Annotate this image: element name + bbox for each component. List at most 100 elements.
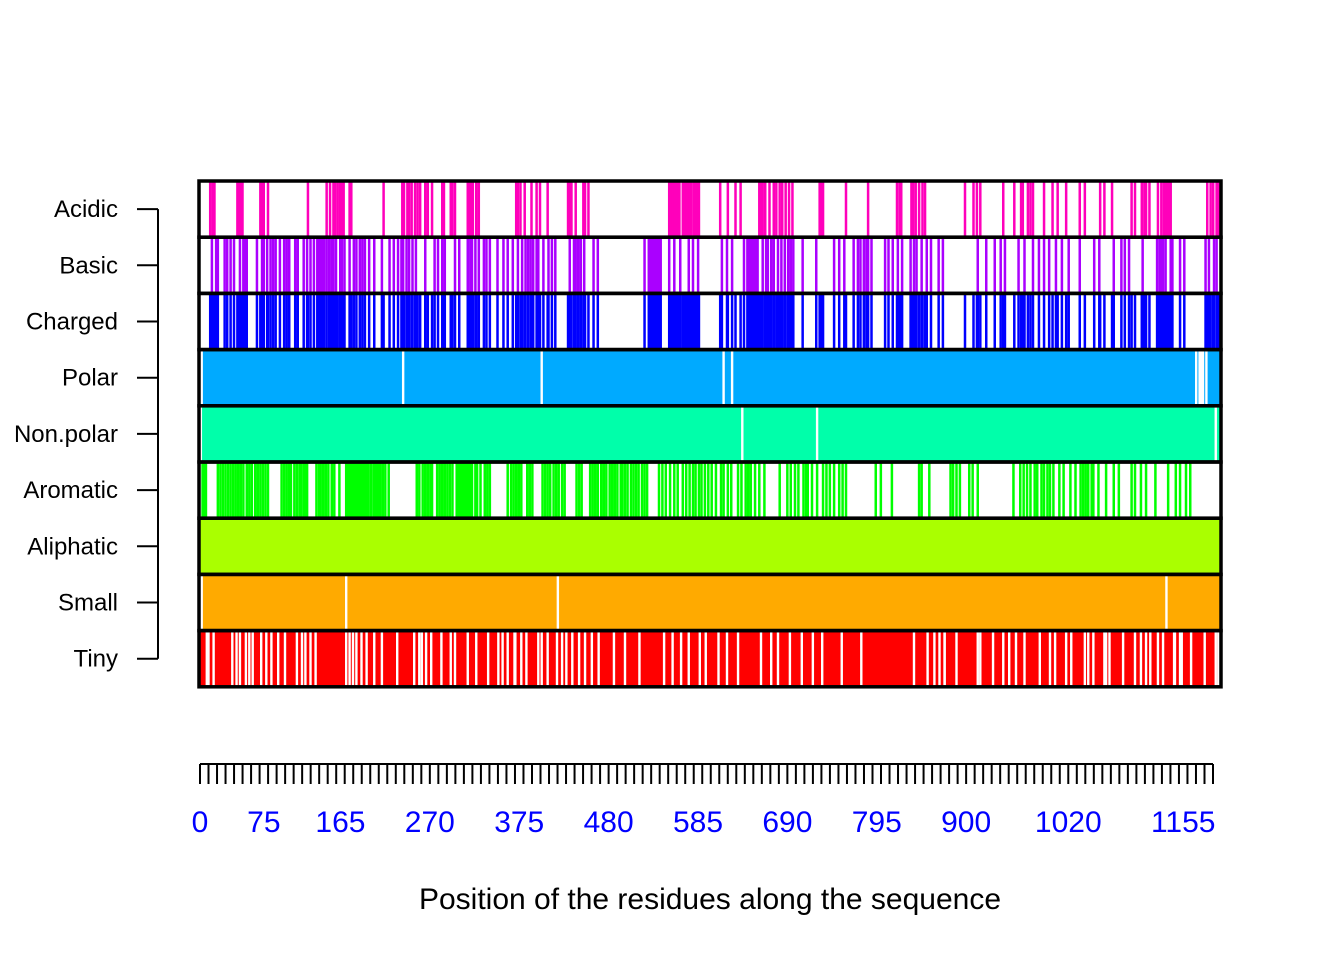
residue-mark [333,181,337,238]
residue-mark [316,293,319,350]
residue-mark [583,181,587,238]
residue-mark [719,462,723,519]
residue-mark [574,237,577,294]
residue-gap [1139,630,1143,687]
residue-gap [540,349,543,406]
residue-mark [993,518,996,575]
residue-mark [582,237,586,294]
residue-mark [753,462,757,519]
residue-mark [780,237,783,294]
residue-mark [758,462,761,519]
residue-mark [1058,462,1061,519]
residue-gap [231,630,234,687]
residue-mark [917,181,921,238]
residue-mark [426,462,430,519]
residue-mark [684,181,688,238]
residue-mark [1051,518,1054,575]
residue-mark [725,237,729,294]
residue-mark [583,518,587,575]
residue-mark [852,237,855,294]
residue-mark [742,237,746,294]
residue-mark [1160,237,1163,294]
residue-mark [570,181,573,238]
residue-mark [1168,518,1172,575]
residue-mark [594,462,597,519]
residue-mark [1110,181,1114,238]
residue-mark [1081,462,1085,519]
residue-mark [332,237,335,294]
residue-mark [971,462,974,519]
residue-mark [862,293,866,350]
residue-gap [248,630,251,687]
residue-mark [1123,237,1127,294]
residue-mark [1174,462,1178,519]
residue-mark [784,181,787,238]
residue-mark [758,518,762,575]
residue-mark [570,518,573,575]
residue-mark [1154,462,1157,519]
residue-mark [697,293,701,350]
residue-mark [673,237,676,294]
residue-mark [514,293,518,350]
residue-mark [252,518,255,575]
residue-mark [369,462,373,519]
residue-mark [1167,293,1171,350]
residue-mark [381,518,384,575]
residue-mark [315,518,318,575]
residue-mark [1166,181,1169,238]
residue-mark [1173,518,1177,575]
residue-mark [940,518,944,575]
residue-mark [792,518,796,575]
residue-mark [379,518,383,575]
residue-gap [345,574,348,631]
residue-mark [761,293,764,350]
residue-mark [1189,518,1192,575]
residue-mark [350,181,353,238]
residue-mark [1084,462,1087,519]
residue-mark [566,181,570,238]
residue-mark [418,293,422,350]
residue-mark [720,237,724,294]
residue-mark [874,518,877,575]
residue-mark [1206,293,1209,350]
residue-mark [696,237,700,294]
residue-mark [995,518,998,575]
residue-mark [810,462,814,519]
residue-mark [640,462,644,519]
residue-mark [306,293,310,350]
residue-gap [1023,630,1026,687]
residue-mark [388,293,391,350]
residue-mark [687,518,690,575]
residue-mark [716,518,719,575]
residue-mark [415,518,418,575]
residue-mark [311,518,315,575]
residue-mark [998,518,1002,575]
residue-mark [405,237,408,294]
residue-gap [1214,630,1217,687]
residue-mark [756,293,759,350]
residue-mark [927,518,930,575]
row-acidic [208,181,1220,238]
residue-mark [398,518,401,575]
residue-mark [1022,518,1025,575]
residue-mark [1160,181,1163,238]
residue-mark [468,518,471,575]
residue-mark [242,462,245,519]
residue-mark [747,518,750,575]
residue-mark [418,181,422,238]
x-tick-label: 1155 [1151,806,1216,839]
residue-mark [1053,518,1056,575]
residue-gap [671,630,674,687]
residue-mark [463,518,466,575]
residue-mark [1078,293,1081,350]
residue-mark [864,518,867,575]
residue-mark [789,462,792,519]
residue-gap [556,574,560,631]
residue-mark [1023,293,1026,350]
residue-mark [761,181,764,238]
residue-mark [325,237,328,294]
residue-mark [683,293,686,350]
residue-mark [1156,293,1160,350]
residue-mark [605,462,608,519]
residue-gap [815,405,819,462]
